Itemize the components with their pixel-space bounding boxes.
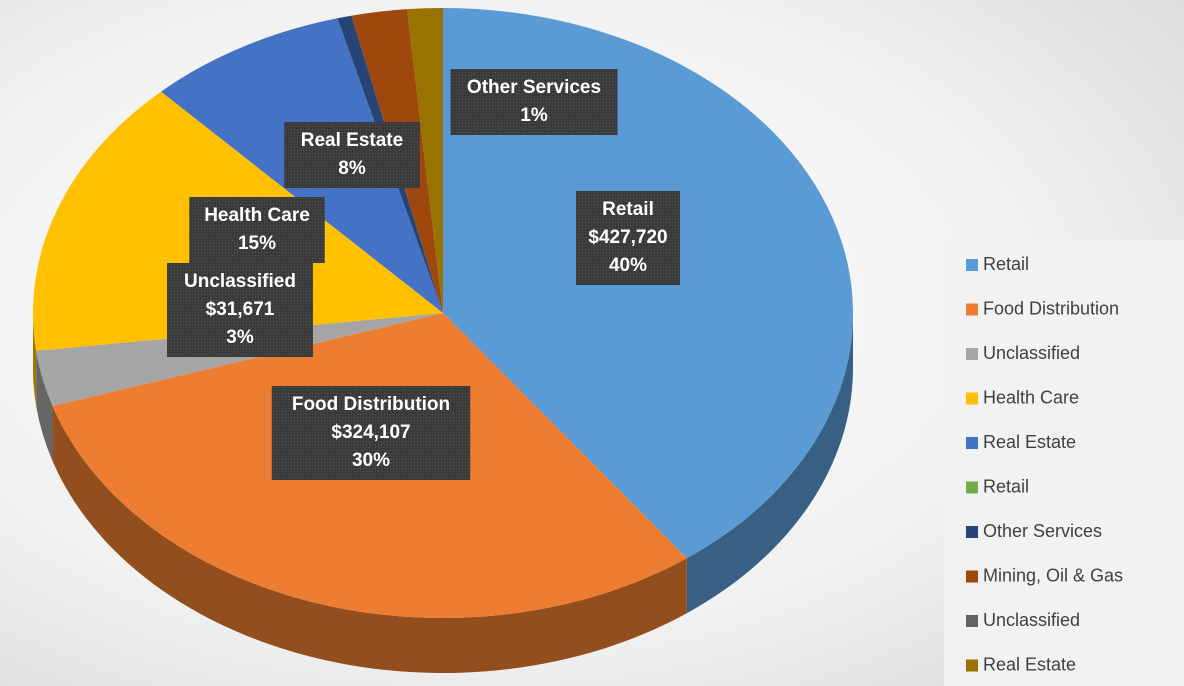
data-label-box [167, 263, 313, 357]
legend-label: Other Services [983, 521, 1102, 541]
data-label: 3% [226, 327, 254, 348]
legend-label: Mining, Oil & Gas [983, 565, 1123, 585]
data-label: Unclassified [184, 271, 296, 292]
legend-swatch [966, 615, 978, 627]
legend-swatch [966, 437, 978, 449]
legend-label: Unclassified [983, 343, 1080, 363]
data-label-box [271, 386, 471, 480]
data-label-box [450, 69, 618, 135]
legend-swatch [966, 348, 978, 360]
data-label-box [576, 191, 680, 285]
data-label: $427,720 [588, 227, 667, 248]
data-label-box [284, 122, 420, 188]
legend-swatch [966, 481, 978, 494]
data-label: Real Estate [301, 130, 403, 151]
legend-swatch [966, 570, 978, 583]
legend-swatch [966, 259, 978, 271]
data-label: Other Services [467, 77, 601, 98]
slice-side [52, 406, 687, 674]
data-label: 8% [338, 158, 366, 179]
legend-swatch [966, 659, 978, 672]
data-label: 15% [238, 233, 276, 254]
legend-label: Retail [983, 476, 1029, 496]
data-label: Retail [602, 199, 654, 220]
slice [36, 313, 443, 407]
data-label: 30% [352, 450, 390, 471]
slice-side [33, 313, 37, 406]
legend-label: Retail [983, 254, 1029, 274]
legend-label: Unclassified [983, 610, 1080, 630]
legend-label: Food Distribution [983, 298, 1119, 318]
data-label: $31,671 [206, 299, 275, 320]
slice [407, 8, 443, 313]
legend-swatch [966, 392, 978, 405]
data-label: 40% [609, 255, 647, 276]
legend-swatch [966, 303, 978, 316]
data-label: 1% [520, 105, 548, 126]
slice-side [686, 313, 853, 614]
legend-label: Health Care [983, 387, 1079, 407]
data-label: Health Care [204, 205, 310, 226]
legend-box [944, 240, 1184, 686]
legend-swatch [966, 526, 978, 538]
legend-label: Real Estate [983, 654, 1076, 674]
data-label: $324,107 [331, 422, 410, 443]
slice-side [36, 350, 53, 462]
data-label-box [189, 197, 325, 263]
data-label: Food Distribution [292, 394, 450, 415]
legend-label: Real Estate [983, 432, 1076, 452]
